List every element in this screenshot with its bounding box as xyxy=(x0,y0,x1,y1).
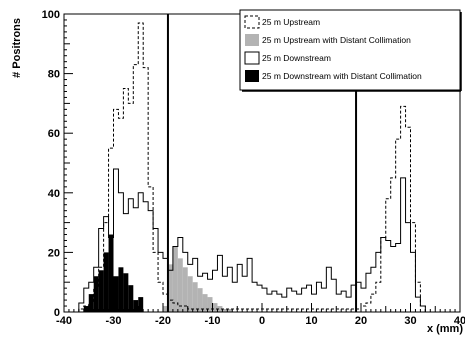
histogram-bar xyxy=(192,282,198,312)
histogram-bar xyxy=(212,303,218,312)
histogram-bar xyxy=(133,300,139,312)
histogram-bar xyxy=(98,270,104,312)
histogram-bar xyxy=(123,273,129,312)
x-tick-label: 30 xyxy=(404,315,416,327)
legend-swatch xyxy=(244,15,260,29)
y-tick-label: 60 xyxy=(48,128,60,140)
histogram-bar xyxy=(217,306,223,312)
x-tick-label: 0 xyxy=(259,315,265,327)
legend-label: 25 m Upstream with Distant Collimation xyxy=(262,35,411,45)
series-25-m-upstream-with-distant-collimation xyxy=(163,246,233,312)
histogram-bar xyxy=(187,276,193,312)
y-axis-title: # Positrons xyxy=(11,18,23,78)
histogram-outline xyxy=(78,168,426,312)
histogram-bar xyxy=(182,267,188,312)
histogram-bar xyxy=(108,234,114,312)
y-tick-label: 80 xyxy=(48,69,60,81)
y-tick-label: 0 xyxy=(54,307,60,319)
x-tick-label: -10 xyxy=(205,315,221,327)
histogram-bar xyxy=(227,309,233,312)
series-25-m-downstream-with-distant-collimation xyxy=(83,234,144,312)
ticks xyxy=(63,13,461,313)
histogram-bar xyxy=(138,297,144,312)
x-tick-label: -20 xyxy=(155,315,171,327)
histogram-bar xyxy=(83,306,89,312)
histogram-bar xyxy=(222,309,228,312)
legend-box xyxy=(239,9,461,91)
legend-entry: 25 m Downstream xyxy=(244,51,331,65)
legend-label: 25 m Upstream xyxy=(262,17,320,27)
histogram-bar xyxy=(177,258,183,312)
histogram-bar xyxy=(113,276,119,312)
x-tick-label: 40 xyxy=(454,315,465,327)
histogram-bar xyxy=(207,297,213,312)
y-tick-label: 100 xyxy=(42,9,60,21)
histogram-bar xyxy=(197,288,203,312)
x-axis-title: x (mm) xyxy=(427,323,463,335)
histogram-bar xyxy=(202,294,208,312)
legend-entry: 25 m Upstream xyxy=(244,15,320,29)
legend-swatch xyxy=(244,51,260,65)
histogram-bar xyxy=(167,264,173,312)
legend-label: 25 m Downstream with Distant Collimation xyxy=(262,71,422,81)
legend-swatch xyxy=(245,70,259,82)
legend-label: 25 m Downstream xyxy=(262,53,331,63)
histogram-bar xyxy=(93,276,99,312)
histogram-bar xyxy=(103,252,109,312)
x-tick-label: 20 xyxy=(355,315,367,327)
legend-swatch xyxy=(245,34,259,46)
y-tick-label: 40 xyxy=(48,188,60,200)
legend-entry: 25 m Upstream with Distant Collimation xyxy=(245,34,411,46)
series-25-m-downstream xyxy=(78,168,426,312)
legend: 25 m Upstream 25 m Upstream with Distant … xyxy=(239,9,462,92)
x-tick-label: 10 xyxy=(305,315,317,327)
histogram-bar xyxy=(163,306,168,312)
histogram-bar xyxy=(128,285,134,312)
histogram-bar xyxy=(118,267,124,312)
legend-entry: 25 m Downstream with Distant Collimation xyxy=(245,70,422,82)
x-tick-label: -30 xyxy=(106,315,122,327)
x-tick-label: -40 xyxy=(56,315,72,327)
y-tick-label: 20 xyxy=(48,247,60,259)
histogram-bar xyxy=(172,246,178,312)
tick-labels: -40 -30 -20 -10 0 10 20 30 40 0 20 40 60 80 100 xyxy=(42,9,465,327)
